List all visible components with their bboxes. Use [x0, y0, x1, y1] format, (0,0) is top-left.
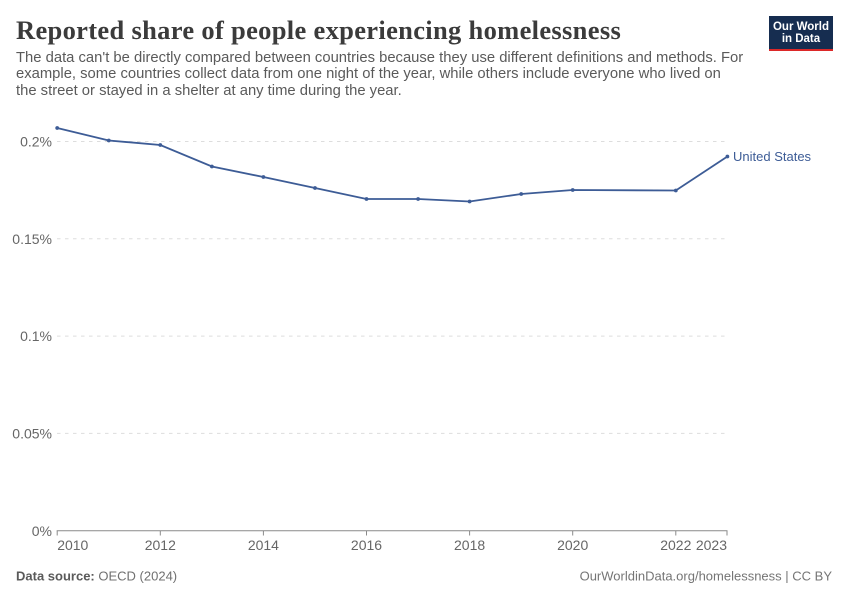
svg-text:0.15%: 0.15%	[12, 231, 52, 247]
svg-text:Data source: OECD (2024): Data source: OECD (2024)	[16, 568, 177, 583]
svg-text:2022: 2022	[660, 537, 691, 553]
svg-text:2010: 2010	[57, 537, 88, 553]
svg-text:2023: 2023	[696, 537, 727, 553]
svg-text:0.1%: 0.1%	[20, 328, 52, 344]
svg-text:2012: 2012	[145, 537, 176, 553]
svg-text:0%: 0%	[32, 523, 52, 539]
svg-text:0.2%: 0.2%	[20, 134, 52, 150]
svg-text:2014: 2014	[248, 537, 279, 553]
svg-text:2020: 2020	[557, 537, 588, 553]
svg-text:2016: 2016	[351, 537, 382, 553]
svg-text:OurWorldinData.org/homelessnes: OurWorldinData.org/homelessness | CC BY	[580, 568, 833, 583]
svg-text:2018: 2018	[454, 537, 485, 553]
svg-text:0.05%: 0.05%	[12, 426, 52, 442]
svg-text:United States: United States	[733, 149, 812, 164]
